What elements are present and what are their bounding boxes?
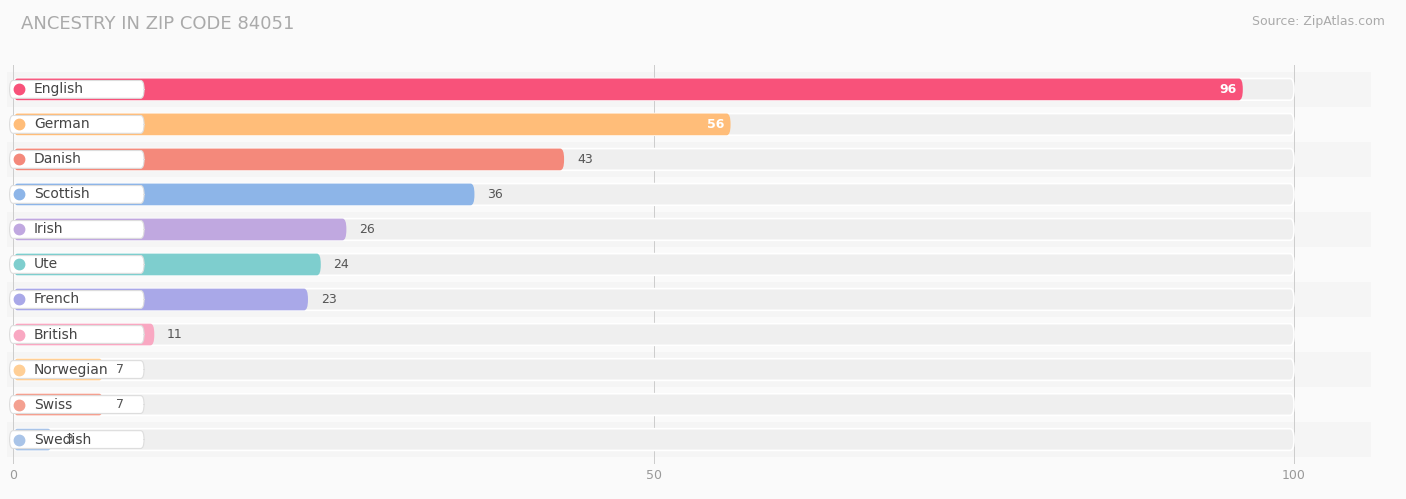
- FancyBboxPatch shape: [14, 288, 308, 310]
- Text: 96: 96: [1219, 83, 1236, 96]
- FancyBboxPatch shape: [14, 149, 564, 170]
- FancyBboxPatch shape: [10, 255, 143, 273]
- FancyBboxPatch shape: [14, 359, 1294, 380]
- FancyBboxPatch shape: [14, 324, 1294, 345]
- Bar: [7, 107, 1371, 142]
- FancyBboxPatch shape: [10, 80, 143, 98]
- Text: 3: 3: [65, 433, 73, 446]
- FancyBboxPatch shape: [14, 78, 1243, 100]
- FancyBboxPatch shape: [14, 394, 1294, 415]
- Bar: [7, 212, 1371, 247]
- Text: Danish: Danish: [34, 152, 82, 167]
- FancyBboxPatch shape: [14, 114, 1294, 135]
- Text: Ute: Ute: [34, 257, 58, 271]
- Bar: [7, 317, 1371, 352]
- FancyBboxPatch shape: [10, 326, 143, 343]
- FancyBboxPatch shape: [14, 78, 1294, 100]
- FancyBboxPatch shape: [10, 396, 143, 414]
- Text: 23: 23: [321, 293, 336, 306]
- FancyBboxPatch shape: [14, 149, 1294, 170]
- FancyBboxPatch shape: [14, 219, 346, 241]
- Bar: [7, 177, 1371, 212]
- FancyBboxPatch shape: [10, 186, 143, 203]
- Bar: [7, 142, 1371, 177]
- Text: ANCESTRY IN ZIP CODE 84051: ANCESTRY IN ZIP CODE 84051: [21, 15, 294, 33]
- FancyBboxPatch shape: [10, 221, 143, 239]
- Text: 56: 56: [707, 118, 724, 131]
- Bar: [7, 72, 1371, 107]
- Text: 11: 11: [167, 328, 183, 341]
- FancyBboxPatch shape: [10, 151, 143, 168]
- Text: 43: 43: [576, 153, 593, 166]
- Text: Source: ZipAtlas.com: Source: ZipAtlas.com: [1251, 15, 1385, 28]
- FancyBboxPatch shape: [14, 184, 1294, 205]
- FancyBboxPatch shape: [14, 288, 1294, 310]
- Text: 26: 26: [359, 223, 375, 236]
- FancyBboxPatch shape: [14, 253, 1294, 275]
- Bar: [7, 282, 1371, 317]
- FancyBboxPatch shape: [10, 361, 143, 378]
- FancyBboxPatch shape: [14, 429, 1294, 451]
- Text: 7: 7: [115, 363, 124, 376]
- Text: Swiss: Swiss: [34, 398, 72, 412]
- FancyBboxPatch shape: [14, 394, 103, 415]
- Text: Irish: Irish: [34, 223, 63, 237]
- Bar: [7, 387, 1371, 422]
- Text: 24: 24: [333, 258, 349, 271]
- Text: German: German: [34, 117, 90, 131]
- FancyBboxPatch shape: [14, 359, 103, 380]
- FancyBboxPatch shape: [14, 429, 52, 451]
- Text: Swedish: Swedish: [34, 433, 91, 447]
- FancyBboxPatch shape: [14, 324, 155, 345]
- FancyBboxPatch shape: [14, 184, 474, 205]
- Text: 36: 36: [488, 188, 503, 201]
- Text: French: French: [34, 292, 80, 306]
- FancyBboxPatch shape: [14, 219, 1294, 241]
- Text: Scottish: Scottish: [34, 188, 90, 202]
- Text: British: British: [34, 327, 79, 341]
- FancyBboxPatch shape: [10, 431, 143, 449]
- Bar: [7, 422, 1371, 457]
- Text: 7: 7: [115, 398, 124, 411]
- FancyBboxPatch shape: [10, 290, 143, 308]
- Bar: [7, 247, 1371, 282]
- Text: English: English: [34, 82, 84, 96]
- Bar: [7, 352, 1371, 387]
- FancyBboxPatch shape: [14, 114, 731, 135]
- FancyBboxPatch shape: [14, 253, 321, 275]
- Text: Norwegian: Norwegian: [34, 362, 108, 377]
- FancyBboxPatch shape: [10, 115, 143, 133]
